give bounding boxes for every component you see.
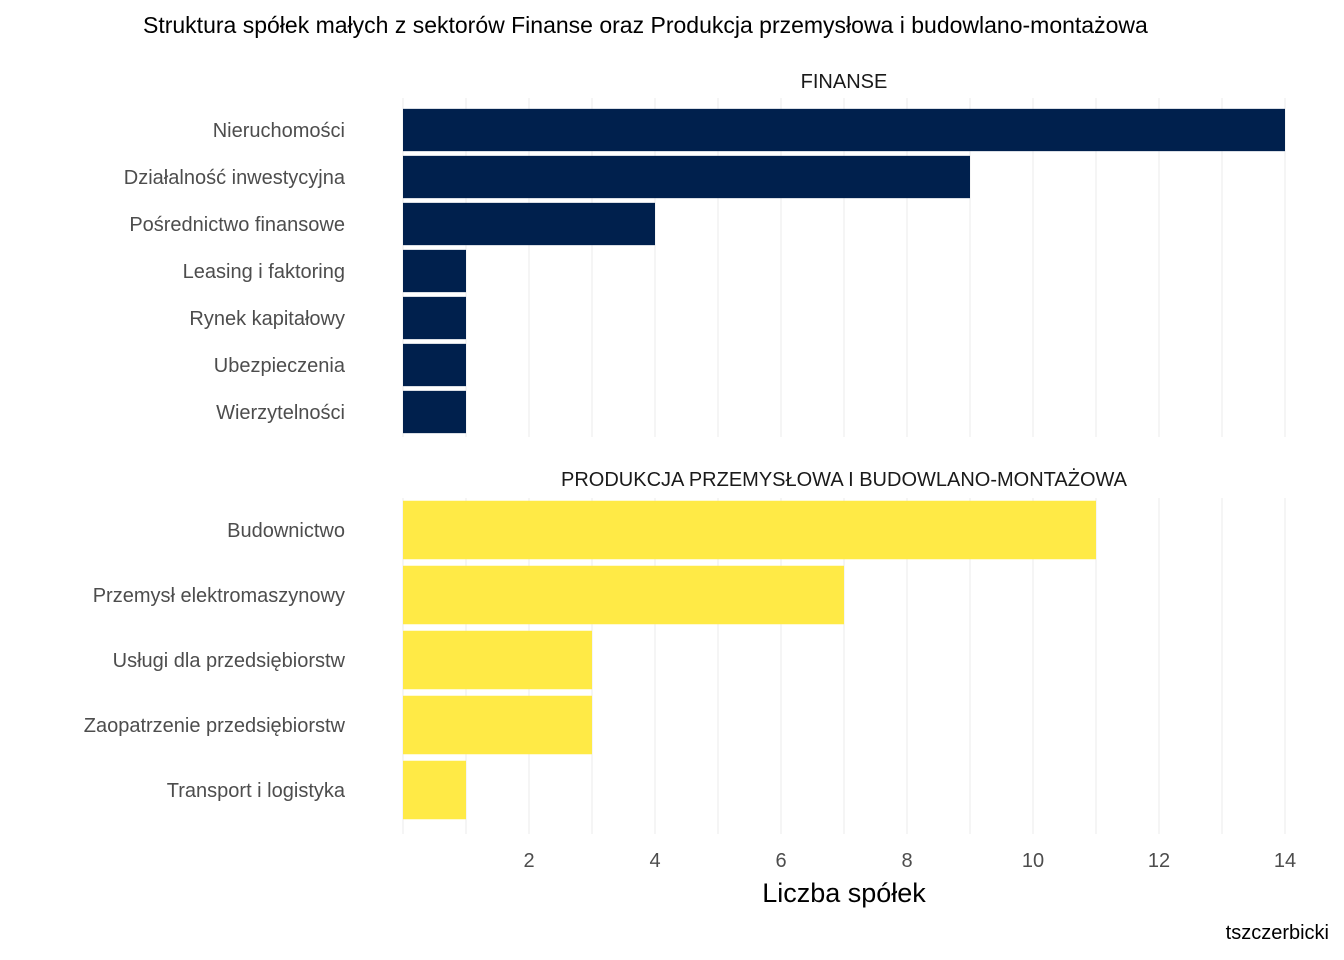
chart-title: Struktura spółek małych z sektorów Finan…	[143, 12, 1148, 38]
category-label-1-3: Zaopatrzenie przedsiębiorstw	[84, 715, 346, 737]
x-axis: 2 4 6 8 10 12 14	[523, 850, 1296, 872]
bar-0-1	[403, 155, 970, 199]
category-label-1-1: Przemysł elektromaszynowy	[93, 585, 345, 607]
bar-1-4	[403, 760, 466, 820]
x-tick-label-6: 6	[775, 850, 786, 872]
bar-0-5	[403, 343, 466, 387]
category-label-0-6: Wierzytelności	[216, 402, 345, 424]
category-label-0-3: Leasing i faktoring	[183, 261, 345, 283]
category-label-0-1: Działalność inwestycyjna	[124, 167, 346, 189]
bar-0-0	[403, 108, 1285, 152]
panel-produkcja: PRODUKCJA PRZEMYSŁOWA I BUDOWLANO-MONTAŻ…	[84, 468, 1128, 820]
bar-1-0	[403, 500, 1096, 560]
x-tick-label-2: 2	[523, 850, 534, 872]
x-tick-label-4: 4	[649, 850, 660, 872]
x-tick-label-10: 10	[1022, 850, 1044, 872]
bar-1-3	[403, 695, 592, 755]
category-label-1-4: Transport i logistyka	[167, 780, 346, 802]
panel-title-finanse: FINANSE	[801, 71, 888, 93]
bar-0-6	[403, 390, 466, 434]
category-label-1-2: Usługi dla przedsiębiorstw	[113, 650, 346, 672]
x-tick-label-14: 14	[1274, 850, 1296, 872]
bar-1-1	[403, 565, 844, 625]
x-tick-label-12: 12	[1148, 850, 1170, 872]
bar-0-2	[403, 202, 655, 246]
bar-1-2	[403, 630, 592, 690]
panel-finanse: FINANSE Nieruchomości Działalność inwesty…	[124, 71, 1285, 434]
category-label-0-4: Rynek kapitałowy	[189, 308, 345, 330]
category-label-0-2: Pośrednictwo finansowe	[129, 214, 345, 236]
panel-title-produkcja: PRODUKCJA PRZEMYSŁOWA I BUDOWLANO-MONTAŻ…	[561, 468, 1128, 491]
bar-0-3	[403, 249, 466, 293]
bar-0-4	[403, 296, 466, 340]
category-label-1-0: Budownictwo	[227, 520, 345, 542]
category-label-0-0: Nieruchomości	[213, 120, 345, 142]
category-label-0-5: Ubezpieczenia	[214, 355, 346, 377]
chart-caption: tszczerbicki	[1225, 922, 1329, 944]
x-tick-label-8: 8	[901, 850, 912, 872]
x-axis-title: Liczba spółek	[762, 878, 926, 908]
